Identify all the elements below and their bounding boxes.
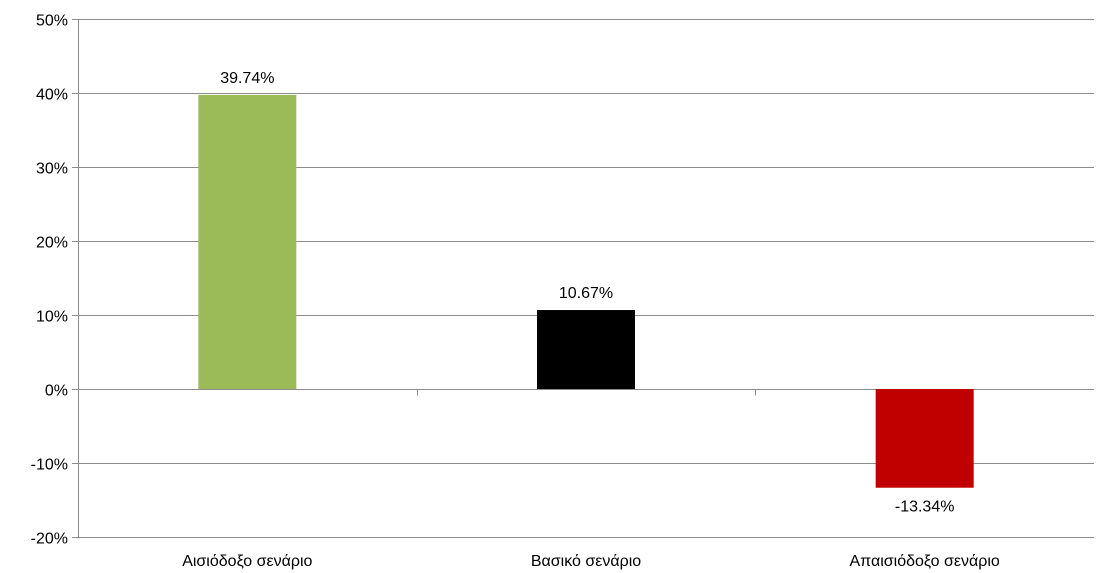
bar [875,389,974,488]
labels: 50% 40% 30% 20% 10% 0% -10% -20% 39.74% Αισιόδοξο… [31,13,1000,571]
x-category-label: Απαισιόδοξο σενάριο [850,553,1000,570]
bar [537,310,635,389]
bars [198,94,974,488]
bar [198,94,297,389]
y-tick-label: 10% [36,309,68,326]
x-category-label: Αισιόδοξο σενάριο [182,553,312,570]
y-tick-label: 0% [45,383,68,400]
y-tick-label: 30% [36,161,68,178]
y-tick-label: -10% [31,457,68,474]
data-label: 10.67% [559,285,613,302]
y-tick-label: 50% [36,13,68,30]
x-category-label: Βασικό σενάριο [531,553,641,570]
data-label: -13.34% [895,499,955,516]
y-tick-label: 20% [36,235,68,252]
y-tick-label: -20% [31,531,68,548]
axes [72,19,756,538]
y-tick-label: 40% [36,87,68,104]
data-label: 39.74% [220,70,274,87]
